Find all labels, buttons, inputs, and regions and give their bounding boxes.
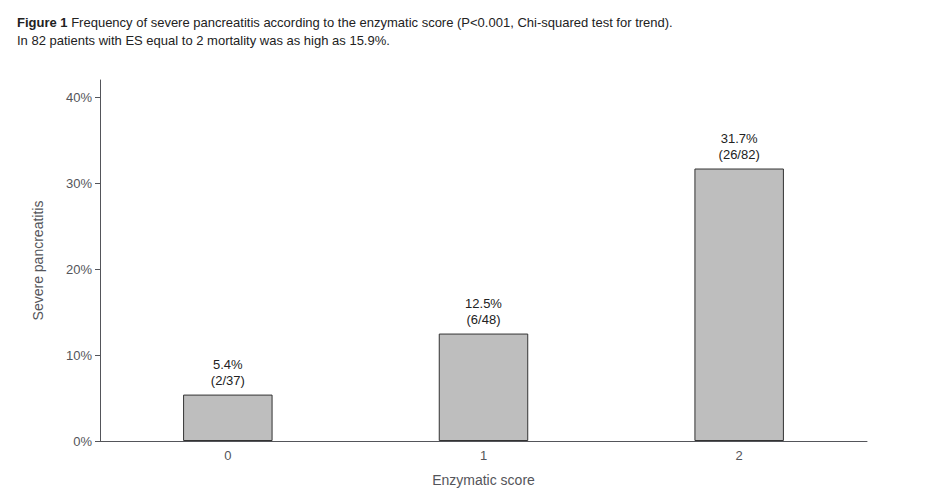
svg-text:12.5%: 12.5%: [465, 296, 502, 311]
svg-text:10%: 10%: [66, 348, 92, 363]
svg-text:30%: 30%: [66, 176, 92, 191]
svg-text:0: 0: [224, 448, 231, 463]
svg-text:(2/37): (2/37): [211, 373, 245, 388]
svg-text:5.4%: 5.4%: [213, 357, 243, 372]
svg-text:20%: 20%: [66, 262, 92, 277]
svg-text:31.7%: 31.7%: [721, 131, 758, 146]
svg-text:40%: 40%: [66, 90, 92, 105]
svg-text:Figure 1: Figure 1: [17, 15, 68, 30]
svg-text:0%: 0%: [73, 434, 92, 449]
svg-text:1: 1: [480, 448, 487, 463]
svg-text:(26/82): (26/82): [719, 147, 760, 162]
svg-text:(6/48): (6/48): [467, 312, 501, 327]
svg-text:Severe pancreatitis: Severe pancreatitis: [30, 201, 46, 321]
svg-text:Enzymatic score: Enzymatic score: [432, 472, 535, 488]
svg-text:2: 2: [736, 448, 743, 463]
svg-text:Frequency of severe pancreatit: Frequency of severe pancreatitis accordi…: [68, 15, 673, 30]
svg-text:In 82 patients with ES equal t: In 82 patients with ES equal to 2 mortal…: [17, 33, 390, 48]
